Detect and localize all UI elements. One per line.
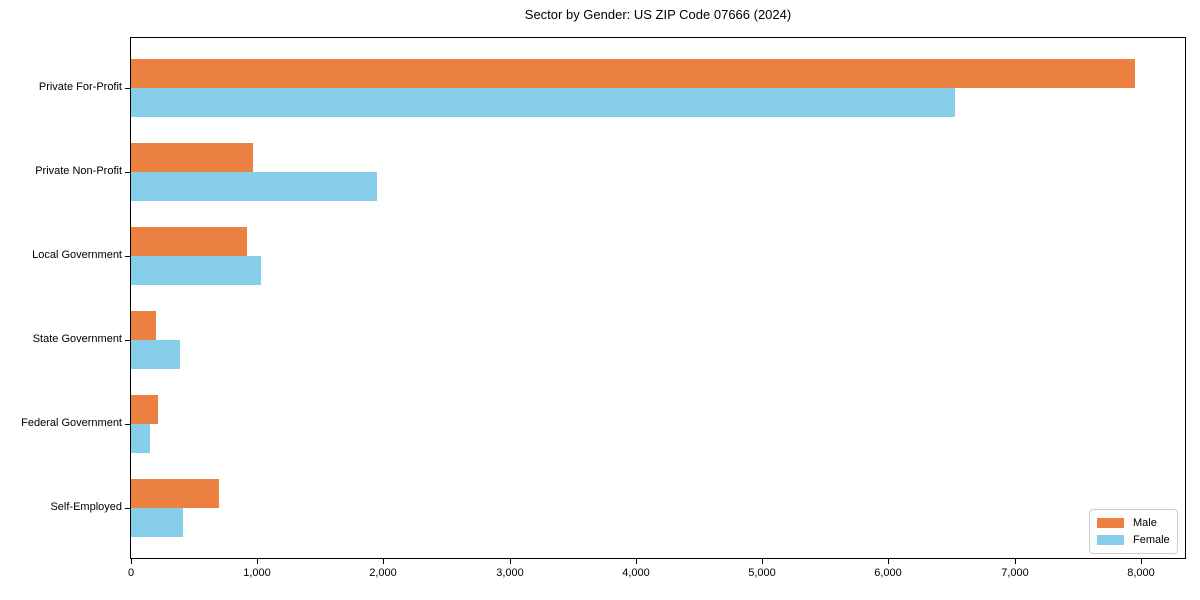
x-tick-2000 xyxy=(383,559,384,564)
x-tick-6000 xyxy=(888,559,889,564)
x-tick-label-2000: 2,000 xyxy=(369,567,397,579)
plot-area xyxy=(130,37,1186,559)
bar-female-state-government xyxy=(131,340,180,369)
x-tick-8000 xyxy=(1141,559,1142,564)
x-tick-0 xyxy=(131,559,132,564)
y-tick-label-private-for-profit: Private For-Profit xyxy=(38,81,122,93)
bar-male-federal-government xyxy=(131,395,158,424)
y-tick-local-government xyxy=(125,256,130,257)
bar-male-private-non-profit xyxy=(131,143,253,172)
chart-title: Sector by Gender: US ZIP Code 07666 (202… xyxy=(524,7,792,22)
legend: Male Female xyxy=(1089,509,1178,554)
y-tick-private-for-profit xyxy=(125,88,130,89)
x-tick-label-3000: 3,000 xyxy=(496,567,524,579)
x-tick-label-0: 0 xyxy=(127,567,135,579)
bar-female-private-non-profit xyxy=(131,172,377,201)
bar-female-private-for-profit xyxy=(131,88,955,117)
legend-row-male: Male xyxy=(1097,517,1170,529)
x-tick-label-4000: 4,000 xyxy=(622,567,650,579)
legend-row-female: Female xyxy=(1097,534,1170,546)
bar-male-local-government xyxy=(131,227,247,256)
legend-label-male: Male xyxy=(1133,517,1157,529)
y-tick-label-federal-government: Federal Government xyxy=(21,417,122,429)
bar-male-self-employed xyxy=(131,479,219,508)
y-tick-label-state-government: State Government xyxy=(32,333,122,345)
y-tick-self-employed xyxy=(125,508,130,509)
x-tick-7000 xyxy=(1015,559,1016,564)
male-series-swatch xyxy=(1097,518,1124,528)
x-tick-label-6000: 6,000 xyxy=(874,567,902,579)
x-tick-label-1000: 1,000 xyxy=(243,567,271,579)
y-tick-private-non-profit xyxy=(125,172,130,173)
bar-female-federal-government xyxy=(131,424,150,453)
bar-female-local-government xyxy=(131,256,261,285)
legend-label-female: Female xyxy=(1133,534,1170,546)
x-tick-label-5000: 5,000 xyxy=(748,567,776,579)
bar-female-self-employed xyxy=(131,508,183,537)
bar-male-state-government xyxy=(131,311,156,340)
y-tick-label-local-government: Local Government xyxy=(32,249,122,261)
x-tick-1000 xyxy=(257,559,258,564)
x-tick-5000 xyxy=(762,559,763,564)
y-tick-state-government xyxy=(125,340,130,341)
x-tick-3000 xyxy=(510,559,511,564)
y-tick-label-private-non-profit: Private Non-Profit xyxy=(35,165,122,177)
x-tick-4000 xyxy=(636,559,637,564)
bar-male-private-for-profit xyxy=(131,59,1135,88)
y-tick-label-self-employed: Self-Employed xyxy=(50,501,122,513)
y-tick-federal-government xyxy=(125,424,130,425)
female-series-swatch xyxy=(1097,535,1124,545)
x-tick-label-8000: 8,000 xyxy=(1127,567,1155,579)
x-tick-label-7000: 7,000 xyxy=(1001,567,1029,579)
